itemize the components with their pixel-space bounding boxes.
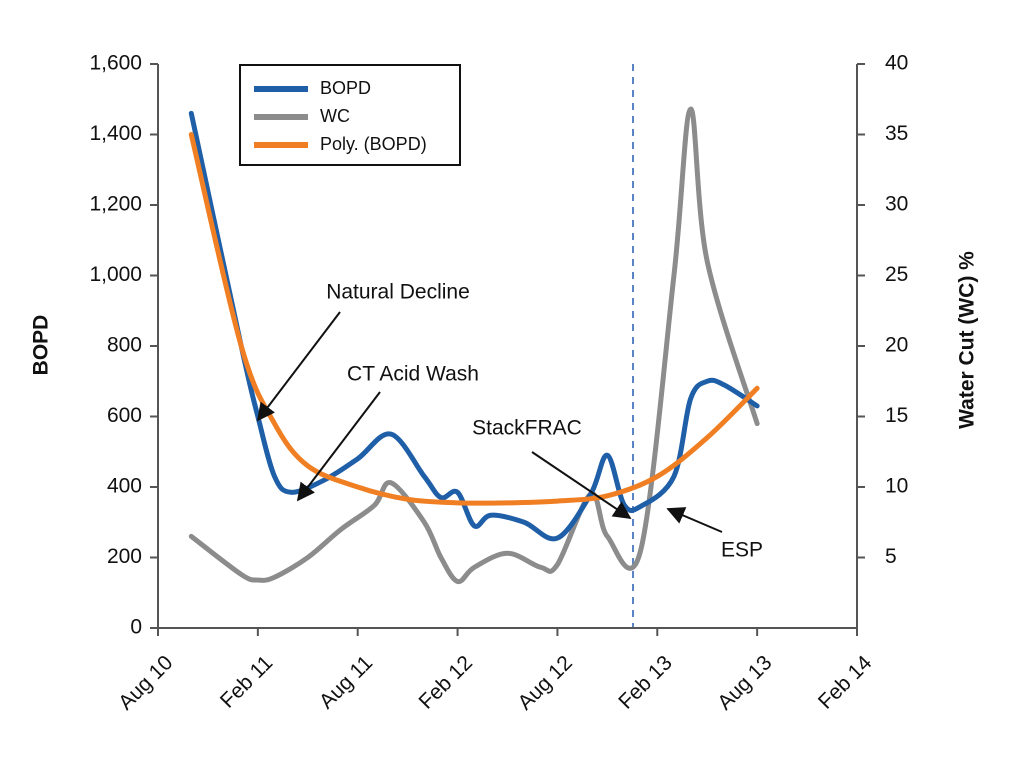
y-tick-label: 800 xyxy=(107,334,142,357)
x-tick-label: Feb 11 xyxy=(216,651,277,712)
series-line xyxy=(188,132,760,506)
series-line xyxy=(188,110,760,542)
annotation: StackFRAC xyxy=(472,417,582,440)
x-tick-label: Aug 12 xyxy=(514,651,577,714)
y-tick-label: 1,600 xyxy=(89,52,142,75)
annotation: CT Acid Wash xyxy=(347,363,479,386)
y2-tick-label: 5 xyxy=(885,545,897,568)
y-tick-label: 200 xyxy=(107,545,142,568)
y2-tick-label: 35 xyxy=(885,122,908,145)
x-tick-label: Aug 11 xyxy=(315,651,377,713)
y-tick-label: 1,000 xyxy=(89,263,142,286)
x-tick-label: Feb 13 xyxy=(614,651,677,714)
y2-tick-label: 20 xyxy=(885,334,908,357)
legend-label: BOPD xyxy=(320,78,371,98)
annotation-arrow xyxy=(296,391,381,502)
y-tick-label: 1,400 xyxy=(89,122,142,145)
x-tick-label: Feb 14 xyxy=(814,651,877,714)
annotation-arrow xyxy=(531,451,632,520)
annotation-arrow xyxy=(666,507,723,533)
y-tick-label: 0 xyxy=(130,616,142,639)
y2-axis-label: Water Cut (WC) % xyxy=(956,251,979,429)
y-tick-label: 1,200 xyxy=(89,193,142,216)
legend-label: WC xyxy=(320,106,350,126)
y2-tick-label: 15 xyxy=(885,404,908,427)
x-tick-label: Aug 13 xyxy=(713,651,776,714)
y2-tick-label: 25 xyxy=(885,263,908,286)
y2-tick-label: 40 xyxy=(885,52,908,75)
legend-label: Poly. (BOPD) xyxy=(320,134,427,154)
annotation: Natural Decline xyxy=(326,281,470,304)
series-line xyxy=(188,106,760,585)
x-tick-label: Feb 12 xyxy=(415,651,478,714)
annotation-arrow xyxy=(256,311,341,422)
y2-tick-label: 30 xyxy=(885,193,908,216)
y-tick-label: 600 xyxy=(107,404,142,427)
y-axis-label: BOPD xyxy=(30,315,53,376)
y2-tick-label: 10 xyxy=(885,475,908,498)
y-tick-label: 400 xyxy=(107,475,142,498)
annotation: ESP xyxy=(721,539,763,562)
x-tick-label: Aug 10 xyxy=(114,651,177,714)
